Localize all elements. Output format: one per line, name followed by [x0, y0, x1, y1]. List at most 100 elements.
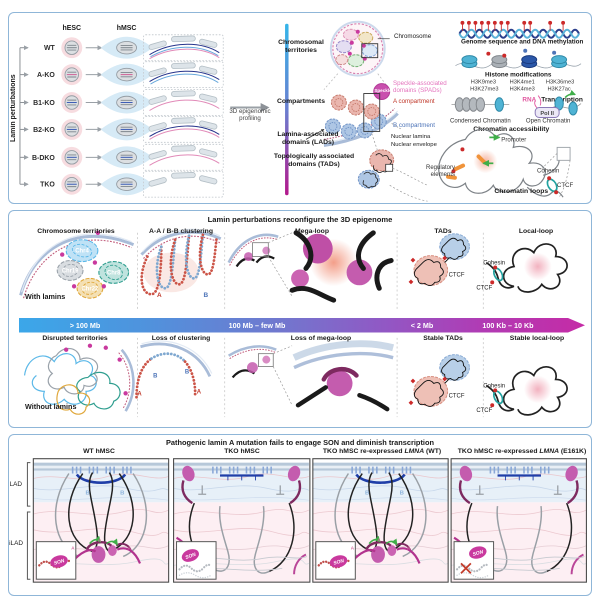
- row-label-b2ko: B2-KO: [33, 127, 55, 134]
- subtitle-lmnawt-gene: LMNA: [404, 448, 425, 455]
- panel1-art: hESC hMSC WT A-KO B1-KO B2-KO B-DKO TKO: [19, 20, 584, 202]
- subtitle-e161k-suffix: (E161K): [559, 448, 587, 455]
- header-localloop: Local-loop: [518, 228, 554, 235]
- panel-experimental-design: hESC hMSC WT A-KO B1-KO B2-KO B-DKO TKO: [8, 12, 592, 204]
- a-label-wt-2: A: [98, 538, 102, 543]
- scale-100kb-10kb: 100 Kb – 10 Kb: [482, 321, 534, 330]
- histones-art: [455, 48, 582, 69]
- panel3-art: SON B B A A A SON SON B B A A A SON: [26, 458, 587, 583]
- row-labels: WT A-KO B1-KO B2-KO B-DKO TKO: [32, 45, 56, 189]
- mark-h3k4me3: H3K4me3: [510, 87, 535, 93]
- hesc-header: hESC: [62, 25, 81, 32]
- speckle-label: Speckle: [374, 88, 392, 93]
- scale-2mb: < 2 Mb: [410, 321, 434, 330]
- territories-without-lamins-art: [23, 343, 135, 415]
- b-compartment-label: B compartment: [393, 122, 435, 129]
- megaloop-art: [227, 230, 394, 303]
- subtitle-lmna-e161k: TKO hMSC re-expressed LMNA (E161K): [458, 448, 586, 455]
- condensed-label: Condensed Chromatin: [450, 118, 511, 124]
- subpanel-tko-lmna-e161k: SON: [450, 458, 587, 583]
- mark-h3k36me3: H3K36me3: [546, 80, 574, 86]
- subtitle-lmnawt-suffix: (WT): [424, 448, 442, 455]
- subtitle-tko-prefix: TKO hMSC: [224, 448, 260, 455]
- speckle-icon: [373, 83, 391, 101]
- row-label-wt: WT: [44, 45, 56, 52]
- b-label-wt-2: B: [120, 490, 124, 496]
- genomic-scale-bar: > 100 Mb 100 Mb – few Mb < 2 Mb 100 Kb –…: [19, 318, 585, 333]
- chr4-label: Chr4: [75, 249, 89, 255]
- hmsc-header: hMSC: [117, 25, 137, 32]
- a-label-wt-3: A: [127, 546, 131, 551]
- rna-label: RNA: [522, 97, 536, 104]
- a-left-label: A: [137, 391, 142, 397]
- scale-100mb-fewmb: 100 Mb – few Mb: [228, 321, 286, 330]
- chromatin-loops-art: [438, 128, 571, 198]
- territories-with-lamins-art: Chr4 Chr19 Chr8 Chr22: [19, 230, 135, 299]
- subtitle-e161k-prefix: TKO hMSC re-expressed: [457, 448, 540, 455]
- without-lamins-label: Without lamins: [25, 402, 77, 411]
- a-label-top: A: [157, 292, 162, 299]
- nuclear-lamina-label: Nuclear lamina: [391, 134, 431, 140]
- header-megaloop: Mega-loop: [295, 228, 329, 235]
- cohesin-label: Cohesin: [537, 168, 559, 174]
- lamina-line-boxes: [143, 34, 224, 198]
- open-label: Open Chromatin: [526, 118, 570, 124]
- pol2-badge: [534, 107, 560, 118]
- son-label-lmna-wt: SON: [333, 558, 345, 567]
- lad-ilad-brackets: [26, 462, 31, 580]
- header-loss-megaloop: Loss of mega-loop: [290, 335, 352, 342]
- compartments-art: [305, 83, 402, 152]
- panel2-art: Chr4 Chr19 Chr8 Chr22 A B: [19, 228, 568, 418]
- clustering-art: A B: [140, 228, 222, 299]
- subtitle-lmna-wt: TKO hMSC re-expressed LMNA (WT): [323, 448, 441, 455]
- tads-stable-top-art: CTCF: [408, 233, 470, 287]
- b-left-label: B: [153, 373, 158, 379]
- column-separators: [137, 232, 484, 418]
- rna-paren: [537, 95, 542, 106]
- scale-100mb: > 100 Mb: [69, 321, 101, 330]
- panel2-title: Lamin perturbations reconfigure the 3D e…: [207, 215, 393, 224]
- row-label-b1ko: B1-KO: [33, 100, 55, 107]
- scale-gradient-bar-vertical: [285, 23, 289, 196]
- header-disrupted-territories: Disrupted territories: [42, 335, 108, 342]
- chromatin-loops-label: Chromatin loops: [494, 188, 548, 195]
- localloop-bottom-art: Cohesin CTCF: [476, 366, 568, 416]
- panel3-title: Pathogenic lamin A mutation fails to eng…: [165, 438, 434, 447]
- loss-of-clustering-art: A B B A: [135, 340, 213, 399]
- lads-label: Lamina-associated domains (LADs): [277, 131, 339, 146]
- chromosomal-territories-label: Chromosomal territories: [278, 39, 324, 54]
- a-compartment-label: A compartment: [393, 98, 435, 105]
- dna-methylation-art: [458, 20, 580, 39]
- tads-art: [357, 149, 428, 202]
- territories-nucleus-art: [323, 20, 391, 90]
- tads-stable-bottom-art: CTCF: [408, 354, 470, 407]
- row-label-bdko: B-DKO: [32, 155, 55, 162]
- regulatory-elements-label: Regulatory elements: [425, 165, 455, 178]
- subtitle-tko-hmsc: TKO hMSC: [224, 448, 260, 455]
- subtitle-e161k-gene: LMNA: [539, 448, 560, 455]
- mark-h3k9me3: H3K9me3: [471, 80, 496, 86]
- header-chromosome-territories: Chromosome territories: [37, 228, 115, 235]
- histone-marks: H3K9me3 H3K4me1 H3K36me3 H3K27me3 H3K4me…: [470, 80, 574, 93]
- mark-h3k4me1: H3K4me1: [510, 80, 535, 86]
- subpanel-wt-hmsc: SON B B A A A: [32, 458, 170, 583]
- a-label-wt-1: A: [71, 546, 75, 551]
- a-right-label: A: [197, 389, 202, 395]
- spads-label: Speckle-associated domains (SPADs): [393, 80, 447, 94]
- lad-label: LAD: [9, 481, 22, 488]
- b-label-lmnawt-1: B: [365, 490, 369, 496]
- son-label-tko: SON: [185, 552, 197, 561]
- ilad-label: iLAD: [9, 540, 23, 547]
- chr22-label: Chr22: [82, 286, 100, 292]
- panel-lamin-a-mutation-son: SON B B A A A SON SON B B A A A SON: [8, 434, 592, 596]
- accessibility-label: Chromatin accessibility: [473, 126, 549, 133]
- ctcf-label-top: CTCF: [476, 285, 492, 291]
- profiling-label: 3D epigenomic profiling: [229, 108, 271, 122]
- subpanel-tko-hmsc: SON: [173, 458, 310, 583]
- chr8-label: Chr8: [107, 270, 121, 276]
- son-label-wt: SON: [53, 558, 65, 567]
- histone-mods-label: Histone modifications: [485, 72, 552, 79]
- header-tads: TADs: [434, 228, 452, 235]
- b-right-label: B: [185, 369, 190, 375]
- localloop-top-art: Cohesin CTCF: [476, 243, 568, 293]
